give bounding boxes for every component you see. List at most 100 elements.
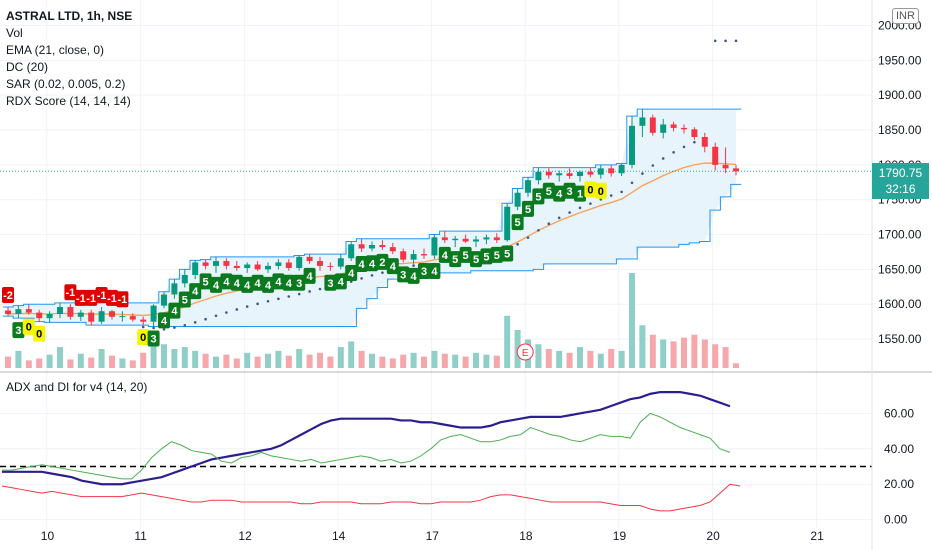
rdx-score-box (449, 251, 462, 268)
candle (535, 167, 542, 185)
rdx-score-box (334, 273, 347, 290)
legend-item-sar[interactable]: SAR (0.02, 0.005, 0.2) (6, 77, 126, 91)
rdx-score-value: 2 (379, 257, 385, 269)
sar-dot (370, 274, 374, 277)
adx-line (2, 390, 731, 486)
time-tick-label: 20 (706, 529, 720, 543)
price-tick-label: 1650.00 (878, 262, 922, 276)
sar-dot (152, 326, 155, 330)
candle-body (379, 245, 386, 248)
candle (379, 240, 386, 250)
rdx-score-value: 5 (463, 250, 469, 262)
sar-dot (287, 295, 291, 298)
rdx-score-value: 3 (327, 278, 333, 290)
candle (5, 307, 11, 317)
rdx-score-badge: 4 (158, 312, 170, 329)
volume-bar (577, 347, 583, 368)
candle (306, 254, 313, 264)
sar-dot (214, 314, 218, 318)
adx-axis[interactable]: 0.00 20.00 40.00 60.00 (884, 406, 914, 526)
volume-bar (379, 356, 386, 368)
rdx-score-box (522, 200, 534, 217)
rdx-score-value: 0 (140, 332, 146, 344)
candle (577, 170, 583, 182)
candle-body (618, 164, 625, 174)
sar-dot (620, 190, 623, 194)
candle-body (109, 311, 115, 317)
legend-item-rdx[interactable]: RDX Score (14, 14, 14) (6, 94, 131, 108)
volume-bar (223, 354, 230, 368)
legend-item-dc[interactable]: DC (20) (6, 60, 49, 74)
legend-item-ema[interactable]: EMA (21, close, 0) (6, 43, 105, 57)
sar-dot (547, 222, 551, 226)
candle-body (525, 180, 531, 193)
rdx-score-badge: 4 (282, 274, 295, 291)
volume-bar (649, 334, 656, 368)
rdx-score-badge: 5 (449, 251, 462, 268)
rdx-score-value: 3 (400, 269, 406, 281)
currency-badge[interactable]: INR (892, 8, 919, 24)
candle (296, 255, 303, 271)
candle-body (202, 262, 209, 266)
rdx-score-box (490, 246, 503, 263)
candle (46, 311, 53, 323)
volume-bar (701, 339, 708, 368)
rdx-score-box (324, 274, 337, 291)
candle (410, 249, 417, 264)
candle (244, 262, 251, 273)
price-axis[interactable]: 1550.001600.001650.001700.001750.001800.… (878, 18, 922, 346)
candle (483, 234, 490, 245)
price-tick-label: 1600.00 (878, 297, 922, 311)
legend-item-vol[interactable]: Vol (6, 26, 23, 40)
sar-dot (173, 326, 176, 329)
rdx-score-value: 4 (348, 268, 355, 280)
symbol-title[interactable]: ASTRAL LTD, 1h, NSE (6, 9, 133, 23)
rdx-score-badge: -1 (64, 284, 77, 301)
rdx-score-box (355, 255, 368, 272)
rdx-score-badge: 4 (272, 273, 285, 290)
candle-body (36, 312, 43, 319)
rdx-score-badge: 4 (355, 255, 368, 272)
sar-dot (630, 181, 634, 185)
candle-body (337, 258, 344, 267)
rdx-score-value: 5 (535, 191, 541, 203)
volume-bar (233, 358, 240, 368)
candle-body (88, 312, 95, 322)
volume-bar (389, 358, 396, 368)
candle (348, 241, 355, 262)
rdx-score-badge: 0 (137, 329, 150, 346)
rdx-score-value: 4 (359, 259, 366, 271)
volume-bar (493, 355, 500, 368)
volume-bar (597, 353, 604, 368)
rdx-score-value: 3 (421, 266, 427, 278)
candle (462, 234, 469, 243)
volume-bar (15, 350, 22, 368)
price-tick-label: 1700.00 (878, 228, 922, 242)
sar-dot (225, 311, 228, 314)
adx-tick-label: 60.00 (884, 406, 914, 420)
volume-bar (5, 356, 11, 368)
candle (618, 163, 625, 177)
sar-dot (609, 194, 613, 197)
rdx-score-value: 4 (275, 276, 282, 288)
time-tick-label: 14 (332, 529, 346, 543)
candle (566, 168, 573, 179)
time-axis[interactable]: 10 11 12 14 17 18 19 20 21 (41, 529, 824, 543)
adx-panel-title[interactable]: ADX and DI for v4 (14, 20) (6, 380, 148, 394)
volume-bar (712, 344, 719, 368)
candle-body (389, 247, 396, 252)
volume-bar (410, 352, 417, 368)
time-tick-label: 11 (134, 529, 147, 543)
volume-bar (369, 353, 375, 368)
rdx-score-badge: -1 (106, 289, 118, 306)
candle-body (608, 168, 615, 174)
candle (504, 203, 511, 242)
volume-bar (431, 350, 438, 368)
candle-body (566, 173, 573, 177)
time-tick-label: 10 (41, 529, 55, 543)
candle-body (441, 237, 448, 241)
volume-bar (348, 341, 355, 368)
donchian-lower (2, 183, 742, 328)
rdx-score-badge: -2 (2, 287, 14, 304)
rdx-score-badge: -1 (85, 289, 98, 306)
